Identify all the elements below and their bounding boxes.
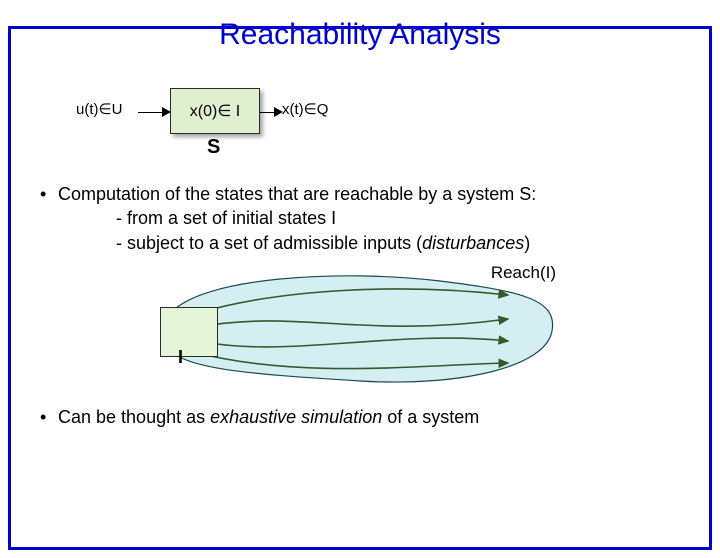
system-S-label: S bbox=[207, 136, 220, 159]
system-box: x(0)∈ I bbox=[170, 88, 260, 134]
initial-state-label: x(0)∈ I bbox=[190, 101, 240, 121]
reach-svg bbox=[160, 269, 560, 389]
reach-diagram: Reach(I) I bbox=[160, 269, 560, 389]
reach-blob bbox=[164, 276, 552, 382]
initial-set-label: I bbox=[178, 347, 183, 368]
state-initial-set: I bbox=[236, 103, 240, 120]
output-set: Q bbox=[317, 101, 329, 118]
initial-set-box bbox=[160, 307, 218, 357]
system-block-diagram: u(t)∈U x(0)∈ I S x(t)∈Q bbox=[52, 80, 392, 160]
input-signal-label: u(t)∈U bbox=[76, 100, 122, 118]
state-initial: x(0) bbox=[190, 103, 218, 120]
input-set: U bbox=[112, 101, 123, 118]
reach-label: Reach(I) bbox=[491, 263, 556, 283]
output-signal: x(t) bbox=[282, 101, 304, 118]
input-signal: u(t) bbox=[76, 101, 99, 118]
output-signal-label: x(t)∈Q bbox=[282, 100, 328, 118]
